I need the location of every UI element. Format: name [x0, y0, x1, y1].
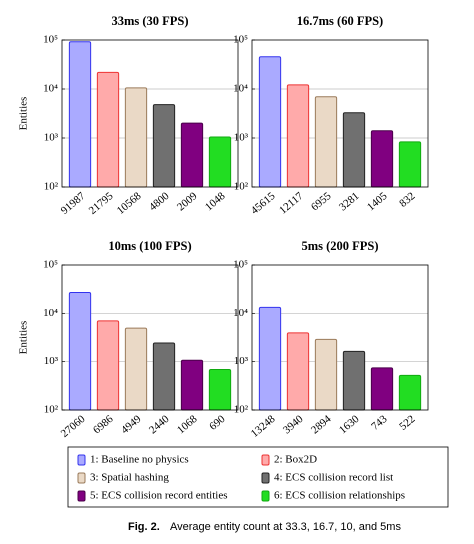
x-tick-label: 1405 [365, 190, 390, 214]
legend-label: 4: ECS collision record list [274, 472, 393, 484]
legend-label: 1: Baseline no physics [90, 454, 189, 466]
x-tick-label: 2440 [147, 413, 172, 437]
chart-title: 33ms (30 FPS) [111, 14, 188, 28]
x-tick-label: 6986 [91, 413, 116, 437]
y-axis-label: Entities [18, 97, 30, 131]
bar [180, 359, 204, 411]
chart-title: 10ms (100 FPS) [108, 239, 191, 253]
bar [152, 342, 176, 411]
bar [124, 87, 148, 188]
bar [314, 96, 338, 188]
axes-frame [251, 264, 429, 411]
legend-swatch [261, 490, 270, 502]
legend-label: 2: Box2D [274, 454, 317, 466]
bar [370, 130, 394, 188]
caption-label: Fig. 2. [128, 521, 160, 533]
legend-label: 5: ECS collision record entities [90, 490, 227, 502]
bar [314, 338, 338, 411]
legend-box [67, 446, 449, 508]
x-tick-label: 6955 [309, 190, 334, 214]
legend-label: 6: ECS collision relationships [274, 490, 405, 502]
x-tick-label: 2894 [309, 413, 334, 437]
bar [398, 141, 422, 188]
legend-swatch [261, 472, 270, 484]
y-tick-label: 10³ [44, 355, 59, 367]
y-tick-label: 10² [234, 181, 249, 193]
bar [96, 71, 120, 188]
y-tick-label: 10⁵ [43, 259, 58, 271]
y-tick-label: 10² [44, 404, 59, 416]
legend-swatch [77, 490, 86, 502]
axes-frame [251, 39, 429, 188]
x-tick-label: 743 [369, 413, 390, 433]
bar [370, 367, 394, 411]
caption-text: Average entity count at 33.3, 16.7, 10, … [170, 521, 401, 533]
y-tick-label: 10⁵ [233, 34, 248, 46]
bar [286, 84, 310, 188]
x-tick-label: 10568 [115, 190, 144, 217]
bar [258, 306, 282, 411]
legend-swatch [261, 454, 270, 466]
bar [68, 291, 92, 411]
x-tick-label: 2009 [175, 190, 200, 214]
y-tick-label: 10³ [234, 132, 249, 144]
x-tick-label: 21795 [87, 190, 116, 217]
bar [208, 368, 232, 411]
bar [342, 112, 366, 188]
legend-swatch [77, 454, 86, 466]
bar [152, 104, 176, 188]
x-tick-label: 1068 [175, 413, 200, 437]
x-tick-label: 12117 [277, 190, 306, 217]
axes-frame [61, 264, 239, 411]
bar [342, 350, 366, 411]
y-tick-label: 10² [44, 181, 59, 193]
y-tick-label: 10⁴ [233, 307, 248, 319]
x-tick-label: 4800 [147, 190, 172, 214]
y-tick-label: 10³ [234, 355, 249, 367]
y-tick-label: 10⁴ [233, 83, 248, 95]
x-tick-label: 3940 [281, 413, 306, 437]
bar [124, 327, 148, 411]
legend-swatch [77, 472, 86, 484]
x-tick-label: 522 [397, 413, 417, 433]
x-tick-label: 27060 [59, 413, 88, 440]
x-tick-label: 1048 [203, 190, 228, 214]
axes-frame [61, 39, 239, 188]
chart-title: 5ms (200 FPS) [301, 239, 378, 253]
y-tick-label: 10⁴ [43, 83, 58, 95]
y-tick-label: 10⁵ [43, 34, 58, 46]
x-tick-label: 1630 [337, 413, 362, 437]
x-tick-label: 91987 [59, 190, 88, 217]
x-tick-label: 13248 [249, 413, 278, 440]
bar [208, 136, 232, 188]
bar [96, 320, 120, 411]
x-tick-label: 690 [207, 413, 228, 433]
legend-label: 3: Spatial hashing [90, 472, 169, 484]
x-tick-label: 3281 [337, 190, 362, 213]
bar [68, 41, 92, 188]
x-tick-label: 832 [397, 190, 417, 210]
x-tick-label: 4949 [119, 413, 144, 437]
bar [286, 332, 310, 411]
y-tick-label: 10³ [44, 132, 59, 144]
bar [398, 374, 422, 411]
y-axis-label: Entities [18, 321, 30, 355]
bar [180, 122, 204, 188]
y-tick-label: 10⁴ [43, 307, 58, 319]
y-tick-label: 10⁵ [233, 259, 248, 271]
y-tick-label: 10² [234, 404, 249, 416]
chart-title: 16.7ms (60 FPS) [297, 14, 383, 28]
x-tick-label: 45615 [249, 190, 278, 217]
bar [258, 56, 282, 188]
